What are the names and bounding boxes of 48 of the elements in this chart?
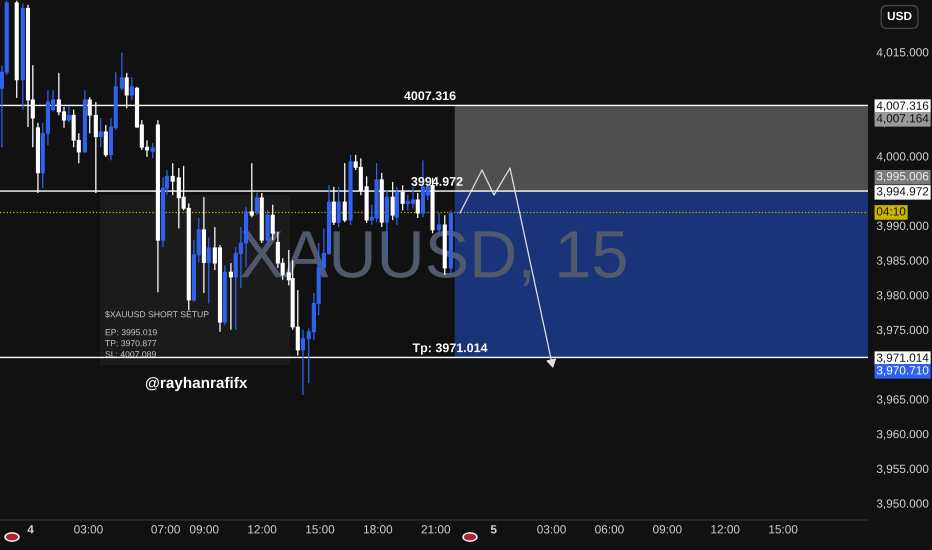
x-tick-label: 12:00 — [248, 525, 276, 534]
x-tick-label: 12:00 — [711, 525, 740, 534]
annotation: @rayhanrafifx — [146, 376, 248, 392]
y-tick-label: 3,990.000 — [876, 222, 928, 232]
ref-line-label: 4007.316 — [404, 91, 456, 100]
x-tick-label: 5 — [490, 525, 497, 534]
text: 04:10 — [876, 207, 906, 216]
candlestick — [150, 142, 155, 159]
y-tick-label: 3,980.000 — [876, 291, 928, 301]
text: 3,995.006 — [876, 172, 928, 182]
y-tick-label: 3,971.014 — [876, 353, 929, 364]
y-tick-label: 3,950.000 — [876, 499, 928, 510]
y-tick-label: 3,994.972 — [876, 187, 928, 197]
y-tick-label: 3,975.000 — [876, 326, 928, 336]
x-tick-label: 15:00 — [769, 525, 798, 534]
y-tick-label: 3,985.000 — [876, 256, 928, 266]
x-tick-label: 09:00 — [190, 525, 219, 534]
y-tick-label: 3,965.000 — [876, 395, 928, 405]
candlestick — [98, 117, 103, 148]
text: 3,970.710 — [876, 366, 928, 376]
candlestick — [206, 236, 211, 304]
x-tick-label: 4 — [27, 525, 34, 534]
candlestick — [130, 76, 134, 101]
y-tick-label: 3,960.000 — [876, 430, 928, 440]
x-tick-label: 15:00 — [306, 525, 334, 534]
candlestick — [104, 124, 108, 158]
candlestick — [66, 106, 71, 123]
y-tick-label: 4,007.316 — [876, 101, 928, 112]
candlestick — [336, 186, 341, 228]
x-tick-label: 21:00 — [422, 525, 450, 534]
x-tick-label: 07:00 — [151, 525, 180, 534]
y-tick-label: 3,955.000 — [876, 464, 928, 474]
ref-line-label: Tp: 3971.014 — [412, 343, 488, 355]
annotation: $XAUUSD SHORT SETUP — [105, 310, 209, 318]
candlestick — [120, 52, 124, 91]
y-tick-label: 4,000.000 — [876, 152, 928, 162]
x-tick-label: 03:00 — [537, 525, 566, 534]
text: USD — [888, 12, 912, 20]
candlestick — [228, 262, 233, 330]
candlestick — [254, 192, 260, 216]
x-tick-label: 03:00 — [74, 525, 103, 534]
text: 4,007.164 — [876, 114, 929, 124]
x-tick-label: 06:00 — [595, 525, 624, 534]
x-tick-label: 09:00 — [653, 525, 682, 534]
y-tick-label: 4,015.000 — [876, 48, 928, 58]
annotation: TP: 3970.877 — [105, 340, 156, 346]
x-tick-label: 18:00 — [364, 525, 392, 534]
annotation: EP: 3995.019 — [106, 329, 157, 336]
